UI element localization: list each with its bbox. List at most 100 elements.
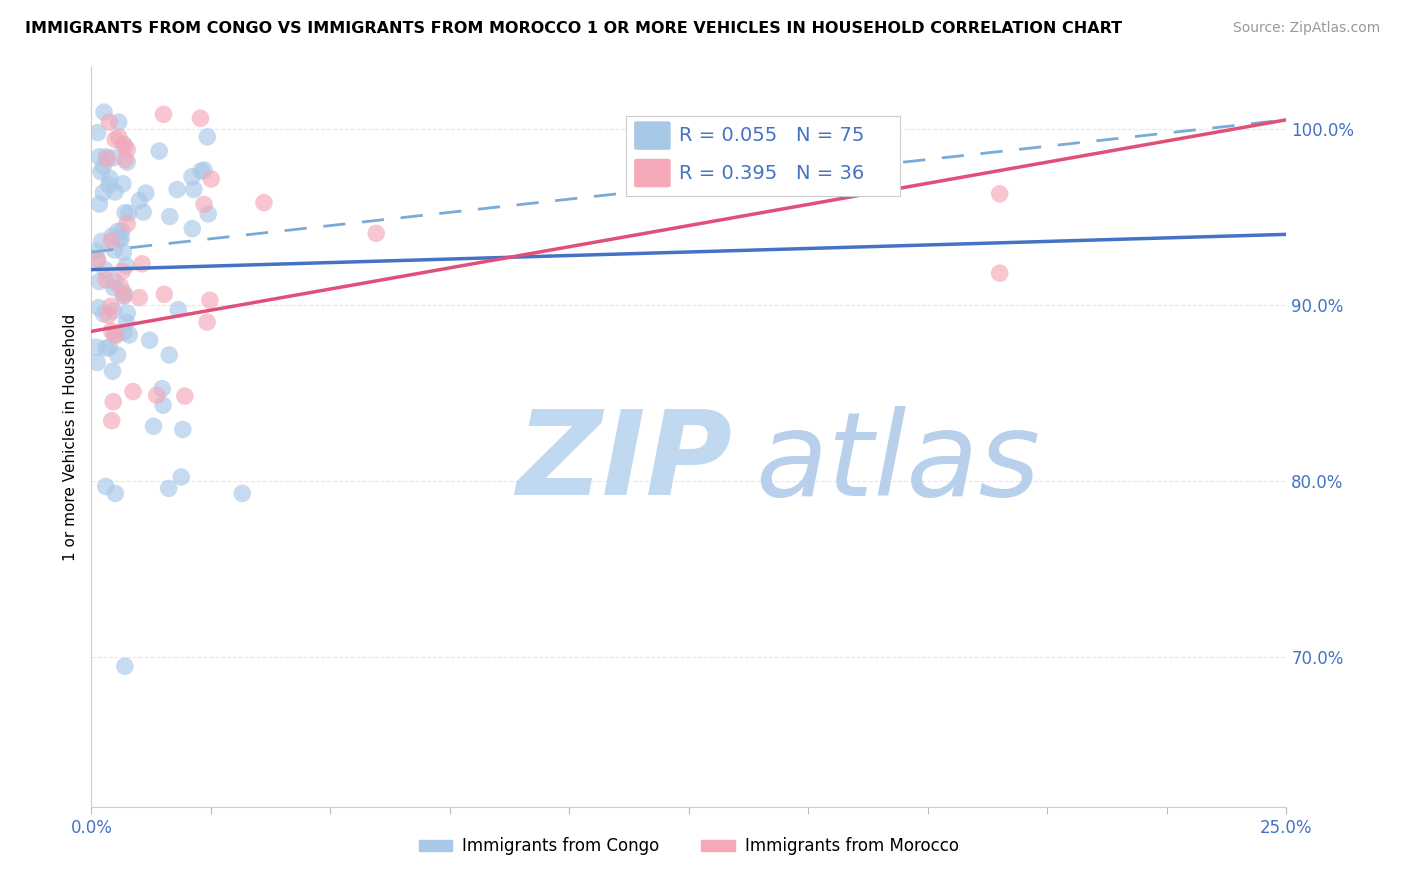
Point <box>86 244 108 259</box>
Point <box>104 486 127 500</box>
Point <box>131 257 153 271</box>
Text: atlas: atlas <box>755 406 1039 520</box>
Point <box>157 482 180 496</box>
Point <box>91 186 114 200</box>
Point <box>104 132 127 146</box>
Point <box>101 364 124 378</box>
Point <box>103 243 125 257</box>
Point <box>104 327 127 342</box>
Point <box>101 151 124 165</box>
Point <box>94 273 117 287</box>
Point <box>108 130 131 145</box>
Point <box>122 384 145 399</box>
Point <box>167 302 190 317</box>
Point <box>111 224 134 238</box>
Point <box>231 486 253 500</box>
Point <box>114 153 136 167</box>
Point <box>98 171 121 186</box>
Point <box>112 289 135 303</box>
Point <box>112 325 135 339</box>
Point <box>110 279 132 293</box>
Point <box>100 414 122 428</box>
Point <box>90 165 112 179</box>
Point <box>190 112 212 126</box>
Point <box>104 328 127 343</box>
Point <box>118 206 141 220</box>
Point <box>86 252 108 267</box>
Point <box>96 152 118 166</box>
Text: Source: ZipAtlas.com: Source: ZipAtlas.com <box>1233 21 1381 35</box>
Point <box>112 288 135 302</box>
Point <box>87 301 110 315</box>
Point <box>366 227 388 241</box>
Point <box>181 169 204 184</box>
Point <box>138 333 160 347</box>
Point <box>117 306 139 320</box>
Point <box>115 315 138 329</box>
Point <box>89 275 111 289</box>
Legend: Immigrants from Congo, Immigrants from Morocco: Immigrants from Congo, Immigrants from M… <box>412 830 966 862</box>
Point <box>101 229 124 244</box>
Point <box>107 348 129 362</box>
Point <box>108 232 131 246</box>
Point <box>193 197 215 211</box>
Point <box>107 224 129 238</box>
Point <box>100 324 122 338</box>
Text: ZIP: ZIP <box>516 406 731 521</box>
Point <box>152 398 174 412</box>
Point <box>145 388 167 402</box>
Point <box>97 178 120 192</box>
Point <box>93 307 115 321</box>
Point <box>200 172 222 186</box>
Point <box>86 253 108 268</box>
Point <box>253 195 276 210</box>
Point <box>132 205 155 219</box>
Point <box>86 340 108 354</box>
Point <box>118 327 141 342</box>
Point <box>193 163 215 178</box>
Point <box>172 422 194 436</box>
Point <box>195 129 218 144</box>
Point <box>190 164 212 178</box>
Point <box>988 266 1011 280</box>
Point <box>183 182 205 196</box>
Point <box>181 221 204 235</box>
Point <box>107 115 129 129</box>
Point <box>100 234 122 248</box>
Text: IMMIGRANTS FROM CONGO VS IMMIGRANTS FROM MOROCCO 1 OR MORE VEHICLES IN HOUSEHOLD: IMMIGRANTS FROM CONGO VS IMMIGRANTS FROM… <box>25 21 1122 36</box>
Point <box>94 479 117 493</box>
Point <box>89 197 111 211</box>
Point <box>173 389 195 403</box>
Point <box>103 304 125 318</box>
Point <box>128 291 150 305</box>
Point <box>104 275 127 289</box>
Point <box>89 150 111 164</box>
Point <box>152 107 174 121</box>
Point <box>198 293 221 308</box>
Point <box>112 137 135 152</box>
Point <box>195 315 218 329</box>
Point <box>988 186 1011 201</box>
Point <box>115 259 138 273</box>
Point <box>110 232 132 246</box>
Point <box>111 177 134 191</box>
Point <box>128 194 150 208</box>
Y-axis label: 1 or more Vehicles in Household: 1 or more Vehicles in Household <box>62 313 77 561</box>
Point <box>93 105 115 120</box>
Point <box>197 207 219 221</box>
Point <box>115 217 138 231</box>
Point <box>117 155 139 169</box>
Point <box>157 348 180 362</box>
Point <box>97 308 120 322</box>
Point <box>86 355 108 369</box>
Point <box>148 144 170 158</box>
Point <box>94 262 117 277</box>
Point <box>103 281 125 295</box>
Point <box>166 182 188 196</box>
Point <box>100 299 122 313</box>
Point <box>98 341 121 355</box>
Point <box>142 419 165 434</box>
Point <box>94 150 117 164</box>
Point <box>170 470 193 484</box>
Point <box>114 206 136 220</box>
